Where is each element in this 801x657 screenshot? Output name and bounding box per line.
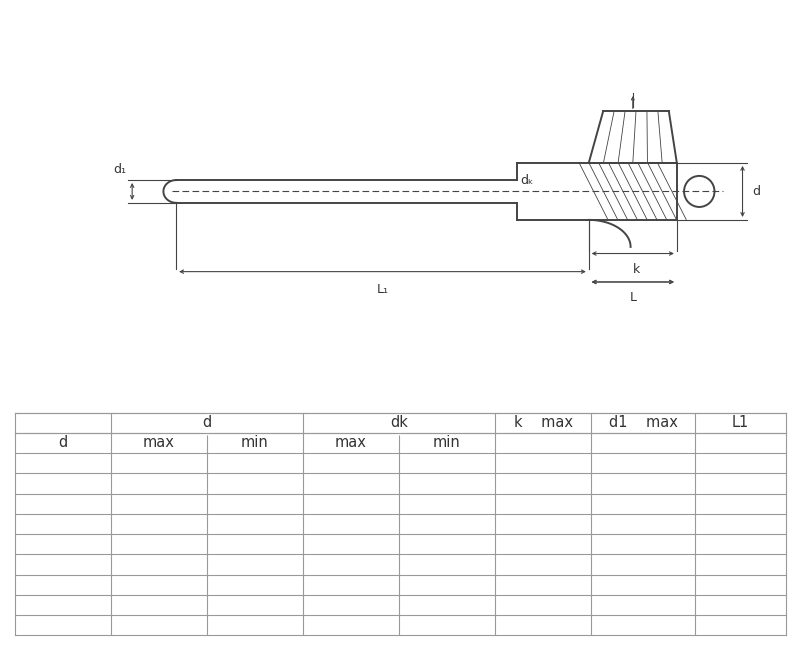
- Text: k    max: k max: [513, 415, 573, 430]
- Text: L: L: [630, 291, 636, 304]
- Text: d1    max: d1 max: [609, 415, 678, 430]
- Text: max: max: [143, 436, 175, 451]
- Text: min: min: [433, 436, 461, 451]
- Text: dk: dk: [390, 415, 408, 430]
- Text: min: min: [241, 436, 269, 451]
- Text: dₖ: dₖ: [521, 174, 534, 187]
- Text: d: d: [203, 415, 211, 430]
- Text: k: k: [633, 263, 641, 276]
- Text: d: d: [58, 436, 67, 451]
- Text: d: d: [752, 185, 760, 198]
- Text: max: max: [335, 436, 367, 451]
- Text: L₁: L₁: [376, 283, 388, 296]
- Text: d₁: d₁: [113, 163, 126, 176]
- Text: L1: L1: [732, 415, 749, 430]
